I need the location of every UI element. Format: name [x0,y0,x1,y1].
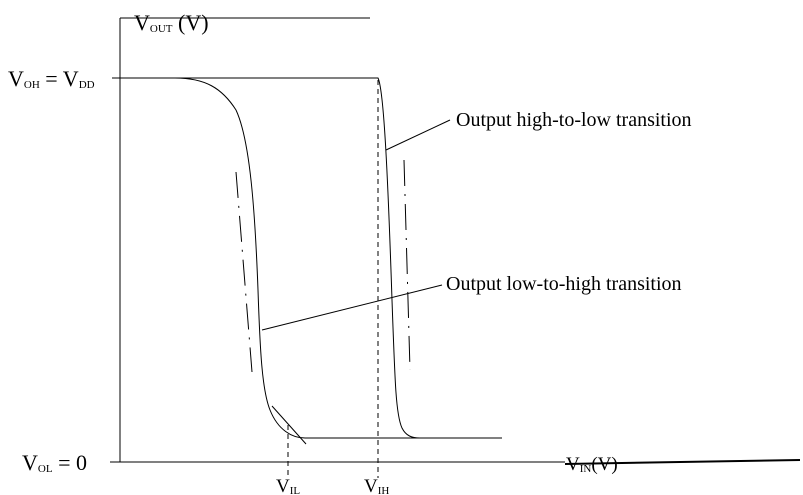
high-to-low-annotation: Output high-to-low transition [456,109,692,131]
voh-label: VOH = VDD [8,66,95,91]
high-to-low-curve [175,77,502,439]
x-axis-extension [564,459,801,465]
x-axis-label: VIN(V) [566,454,618,475]
high-to-low-leader [385,119,451,151]
low-to-high-annotation: Output low-to-high transition [446,273,682,295]
vih-label: VIH [364,476,389,495]
low-to-high-leader [261,284,443,331]
low-to-high-curve [120,77,502,439]
y-axis-label: VOUT (V) [134,10,209,35]
right-dashdot-guide [403,159,411,371]
left-dashdot-guide [235,171,253,373]
vil-tangent [271,405,307,445]
vol-label: VOL = 0 [22,450,87,475]
vil-label: VIL [276,476,300,495]
